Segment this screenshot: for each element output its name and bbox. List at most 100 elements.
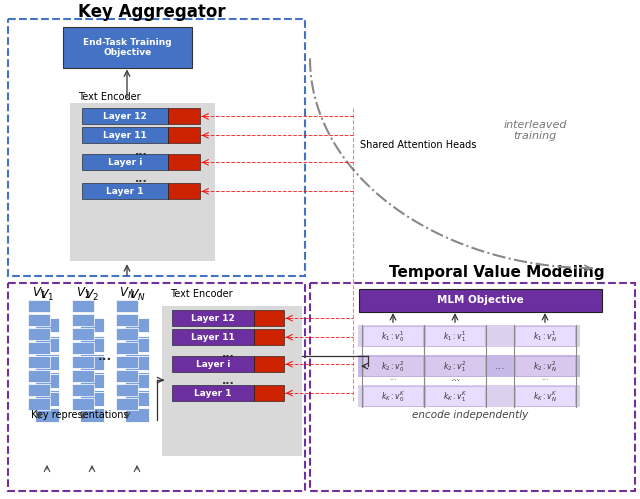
FancyBboxPatch shape bbox=[80, 374, 104, 388]
FancyBboxPatch shape bbox=[82, 183, 168, 199]
Text: Layer i: Layer i bbox=[196, 360, 230, 369]
FancyBboxPatch shape bbox=[35, 390, 59, 404]
FancyBboxPatch shape bbox=[363, 326, 423, 346]
Text: MLM Objective: MLM Objective bbox=[436, 295, 524, 305]
FancyBboxPatch shape bbox=[28, 314, 50, 326]
FancyBboxPatch shape bbox=[28, 356, 50, 368]
FancyBboxPatch shape bbox=[72, 328, 94, 340]
FancyBboxPatch shape bbox=[116, 356, 138, 368]
Text: Layer 11: Layer 11 bbox=[103, 131, 147, 140]
FancyBboxPatch shape bbox=[80, 318, 104, 332]
FancyBboxPatch shape bbox=[82, 108, 168, 124]
FancyBboxPatch shape bbox=[125, 390, 149, 404]
Text: encode independently: encode independently bbox=[412, 410, 528, 420]
FancyBboxPatch shape bbox=[253, 385, 284, 401]
FancyBboxPatch shape bbox=[363, 356, 423, 376]
FancyBboxPatch shape bbox=[28, 398, 50, 410]
FancyBboxPatch shape bbox=[125, 336, 149, 350]
FancyBboxPatch shape bbox=[80, 390, 104, 404]
Text: $V_1$: $V_1$ bbox=[32, 285, 46, 301]
Text: ...: ... bbox=[495, 361, 506, 371]
Text: $V_N$: $V_N$ bbox=[129, 287, 145, 303]
Text: $k_2 : v_0^2$: $k_2 : v_0^2$ bbox=[381, 359, 404, 374]
FancyBboxPatch shape bbox=[72, 314, 94, 326]
Text: Layer 11: Layer 11 bbox=[191, 333, 235, 342]
FancyBboxPatch shape bbox=[35, 354, 59, 368]
FancyBboxPatch shape bbox=[125, 318, 149, 332]
FancyBboxPatch shape bbox=[168, 154, 200, 170]
FancyBboxPatch shape bbox=[63, 26, 192, 68]
FancyBboxPatch shape bbox=[72, 398, 94, 410]
FancyBboxPatch shape bbox=[425, 326, 485, 346]
Text: ...: ... bbox=[134, 147, 147, 157]
Text: Layer 12: Layer 12 bbox=[103, 112, 147, 121]
FancyBboxPatch shape bbox=[80, 392, 104, 406]
FancyBboxPatch shape bbox=[80, 372, 104, 386]
FancyBboxPatch shape bbox=[172, 385, 253, 401]
Text: $V_2$: $V_2$ bbox=[76, 285, 90, 301]
FancyBboxPatch shape bbox=[172, 310, 253, 326]
Text: $k_K : v_1^K$: $k_K : v_1^K$ bbox=[443, 389, 467, 404]
FancyBboxPatch shape bbox=[116, 314, 138, 326]
Text: Text Encoder: Text Encoder bbox=[170, 289, 232, 299]
Text: ...: ... bbox=[221, 376, 234, 386]
FancyBboxPatch shape bbox=[35, 338, 59, 352]
FancyBboxPatch shape bbox=[72, 342, 94, 354]
FancyBboxPatch shape bbox=[310, 283, 635, 491]
FancyBboxPatch shape bbox=[72, 356, 94, 368]
Text: ...: ... bbox=[451, 373, 460, 383]
Text: ...: ... bbox=[451, 373, 459, 382]
FancyBboxPatch shape bbox=[116, 300, 138, 312]
FancyBboxPatch shape bbox=[35, 372, 59, 386]
FancyBboxPatch shape bbox=[70, 103, 215, 261]
FancyBboxPatch shape bbox=[72, 370, 94, 382]
Text: ...: ... bbox=[98, 350, 112, 363]
FancyBboxPatch shape bbox=[116, 328, 138, 340]
FancyBboxPatch shape bbox=[35, 408, 59, 422]
Text: Temporal Value Modeling: Temporal Value Modeling bbox=[389, 265, 605, 280]
FancyBboxPatch shape bbox=[72, 300, 94, 312]
Text: ...: ... bbox=[389, 373, 397, 382]
FancyBboxPatch shape bbox=[425, 356, 485, 376]
Text: $k_1 : v_0^1$: $k_1 : v_0^1$ bbox=[381, 329, 404, 344]
FancyBboxPatch shape bbox=[35, 374, 59, 388]
FancyBboxPatch shape bbox=[125, 354, 149, 368]
Text: $k_K : v_N^K$: $k_K : v_N^K$ bbox=[532, 389, 557, 404]
FancyBboxPatch shape bbox=[168, 127, 200, 143]
FancyBboxPatch shape bbox=[116, 342, 138, 354]
FancyBboxPatch shape bbox=[425, 386, 485, 406]
Text: Layer i: Layer i bbox=[108, 158, 142, 167]
Text: ...: ... bbox=[541, 373, 549, 382]
FancyBboxPatch shape bbox=[172, 329, 253, 345]
Text: Layer 1: Layer 1 bbox=[106, 187, 144, 196]
Text: $V_2$: $V_2$ bbox=[84, 287, 100, 303]
Text: Layer 12: Layer 12 bbox=[191, 314, 235, 323]
Text: $V_1$: $V_1$ bbox=[39, 287, 54, 303]
FancyBboxPatch shape bbox=[82, 154, 168, 170]
Text: interleaved
training: interleaved training bbox=[503, 120, 567, 141]
FancyBboxPatch shape bbox=[253, 310, 284, 326]
FancyBboxPatch shape bbox=[116, 384, 138, 396]
FancyBboxPatch shape bbox=[358, 385, 580, 407]
FancyBboxPatch shape bbox=[125, 374, 149, 388]
FancyBboxPatch shape bbox=[253, 329, 284, 345]
FancyBboxPatch shape bbox=[80, 408, 104, 422]
FancyBboxPatch shape bbox=[80, 354, 104, 368]
Text: ...: ... bbox=[134, 174, 147, 184]
FancyBboxPatch shape bbox=[28, 300, 50, 312]
FancyBboxPatch shape bbox=[363, 386, 423, 406]
Text: $V_N$: $V_N$ bbox=[119, 285, 135, 301]
FancyBboxPatch shape bbox=[125, 392, 149, 406]
FancyBboxPatch shape bbox=[35, 392, 59, 406]
Text: End-Task Training
Objective: End-Task Training Objective bbox=[83, 38, 172, 57]
Text: Key Aggregator: Key Aggregator bbox=[78, 2, 226, 20]
Text: $k_1 : v_N^1$: $k_1 : v_N^1$ bbox=[533, 329, 557, 344]
FancyBboxPatch shape bbox=[8, 283, 305, 491]
Text: $k_2 : v_N^2$: $k_2 : v_N^2$ bbox=[533, 359, 557, 374]
FancyBboxPatch shape bbox=[72, 384, 94, 396]
FancyBboxPatch shape bbox=[358, 325, 580, 347]
Text: ...: ... bbox=[221, 349, 234, 359]
FancyBboxPatch shape bbox=[35, 336, 59, 350]
FancyBboxPatch shape bbox=[80, 336, 104, 350]
FancyBboxPatch shape bbox=[515, 326, 575, 346]
